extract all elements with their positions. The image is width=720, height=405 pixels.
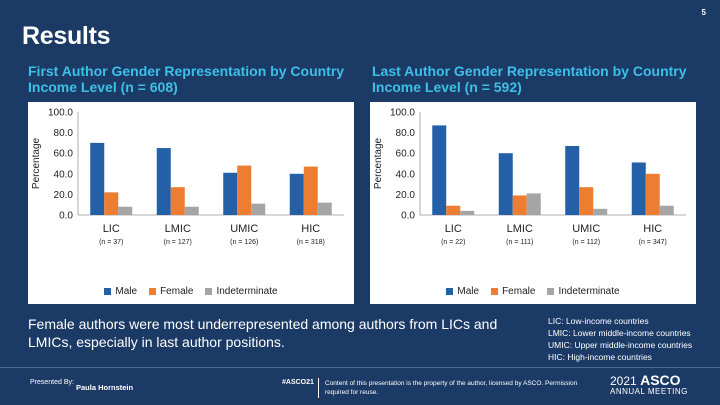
x-tick-label: UMIC — [230, 223, 258, 235]
legend-label-male: Male — [457, 286, 480, 297]
legend-item-female: Female — [149, 286, 193, 297]
bar-hic-indeterminate — [659, 205, 674, 215]
y-axis-label: Percentage — [31, 137, 42, 189]
slide-title: Results — [22, 22, 111, 50]
x-tick-sublabel: (n = 318) — [297, 239, 325, 246]
x-tick-label: LIC — [103, 223, 120, 235]
bar-lmic-female — [512, 195, 527, 215]
first-author-chart-plot: 0.0 20.0 40.0 60.0 80.0 100.0 Percentage LIC (n … — [31, 108, 344, 246]
last-author-chart: 0.0 20.0 40.0 60.0 80.0 100.0 Percentage LIC (n … — [370, 102, 696, 304]
footer-separator — [318, 378, 319, 398]
x-tick-sublabel: (n = 127) — [164, 239, 192, 246]
footer-divider — [0, 367, 720, 368]
last-author-chart-plot: 0.0 20.0 40.0 60.0 80.0 100.0 Percentage LIC (n … — [373, 108, 686, 246]
first-author-chart: 0.0 20.0 40.0 60.0 80.0 100.0 Percentage LIC (n … — [28, 102, 354, 304]
key-item-umic: UMIC: Upper middle-income countries — [548, 340, 693, 350]
last-author-legend: Male Female Indeterminate — [370, 286, 696, 297]
bar-lmic-female — [170, 187, 185, 215]
bar-lic-male — [90, 142, 105, 215]
bar-lic-indeterminate — [460, 210, 475, 215]
x-tick-label: HIC — [643, 223, 662, 235]
bar-umic-female — [237, 165, 252, 215]
abbreviation-key: LIC: Low-income countries LMIC: Lower mi… — [548, 315, 692, 363]
bar-lmic-indeterminate — [526, 193, 541, 215]
x-tick-sublabel: (n = 37) — [99, 239, 123, 246]
last-author-chart-title: Last Author Gender Representation by Cou… — [372, 63, 687, 95]
x-tick-sublabel: (n = 112) — [572, 239, 600, 246]
male-swatch — [104, 288, 112, 295]
y-tick-label: 80.0 — [396, 128, 416, 139]
y-tick-label: 100.0 — [390, 108, 415, 119]
legend-label-indeterminate: Indeterminate — [558, 286, 620, 297]
y-tick-label: 60.0 — [396, 149, 416, 160]
bar-hic-male — [289, 173, 304, 215]
key-item-lic: LIC: Low-income countries — [548, 316, 649, 326]
indeterminate-swatch — [205, 288, 213, 295]
legend-item-indeterminate: Indeterminate — [547, 286, 620, 297]
y-tick-label: 0.0 — [59, 211, 73, 222]
bar-lmic-indeterminate — [184, 206, 199, 215]
asco-logo: 2021 ASCO ANNUAL MEETING — [610, 372, 688, 396]
legend-item-female: Female — [491, 286, 535, 297]
y-tick-label: 80.0 — [54, 128, 74, 139]
first-author-legend: Male Female Indeterminate — [28, 286, 354, 297]
bar-hic-indeterminate — [317, 202, 332, 215]
x-tick-label: HIC — [301, 223, 320, 235]
x-tick-label: LIC — [445, 223, 462, 235]
logo-year: 2021 — [610, 374, 637, 388]
x-tick-sublabel: (n = 126) — [230, 239, 258, 246]
disclaimer: Content of this presentation is the prop… — [325, 380, 578, 396]
legend-item-indeterminate: Indeterminate — [205, 286, 278, 297]
bar-lic-indeterminate — [118, 206, 133, 215]
bar-lmic-male — [156, 148, 171, 215]
presenter-name: Paula Hornstein — [76, 383, 134, 392]
legend-label-female: Female — [502, 286, 536, 297]
key-item-lmic: LMIC: Lower middle-income countries — [548, 328, 691, 338]
bar-lic-male — [432, 125, 447, 215]
bar-hic-female — [645, 173, 660, 215]
y-tick-label: 40.0 — [396, 169, 416, 180]
y-tick-label: 20.0 — [54, 190, 74, 201]
bar-umic-indeterminate — [251, 203, 266, 215]
bar-lmic-male — [498, 153, 513, 215]
x-tick-sublabel: (n = 111) — [506, 239, 533, 246]
y-tick-label: 40.0 — [54, 169, 74, 180]
bar-hic-male — [631, 162, 646, 215]
indeterminate-swatch — [547, 288, 555, 295]
bar-umic-female — [579, 187, 594, 215]
bar-umic-indeterminate — [593, 208, 608, 215]
x-tick-sublabel: (n = 22) — [441, 239, 465, 246]
x-tick-sublabel: (n = 347) — [639, 239, 667, 246]
legend-label-male: Male — [115, 286, 138, 297]
first-author-chart-title: First Author Gender Representation by Co… — [28, 63, 345, 95]
slide-number: 5 — [701, 8, 706, 17]
x-tick-label: UMIC — [572, 223, 600, 235]
male-swatch — [446, 288, 454, 295]
x-tick-label: LMIC — [165, 223, 191, 235]
y-tick-label: 0.0 — [401, 211, 415, 222]
y-tick-label: 60.0 — [54, 149, 74, 160]
legend-item-male: Male — [104, 286, 137, 297]
x-tick-label: LMIC — [507, 223, 533, 235]
logo-subtitle: ANNUAL MEETING — [610, 387, 688, 396]
bar-lic-female — [446, 205, 461, 215]
legend-item-male: Male — [446, 286, 479, 297]
bar-lic-female — [104, 192, 119, 215]
legend-label-indeterminate: Indeterminate — [216, 286, 278, 297]
hashtag: #ASCO21 — [282, 379, 314, 386]
legend-label-female: Female — [160, 286, 194, 297]
key-item-hic: HIC: High-income countries — [548, 352, 652, 362]
bar-umic-male — [223, 172, 238, 215]
logo-name: ASCO — [640, 372, 681, 388]
bar-hic-female — [303, 166, 318, 215]
bar-umic-male — [565, 145, 580, 215]
y-tick-label: 20.0 — [396, 190, 416, 201]
y-axis-label: Percentage — [373, 137, 384, 189]
female-swatch — [491, 288, 499, 295]
y-tick-label: 100.0 — [48, 108, 73, 119]
presented-by-label: Presented By: — [30, 379, 74, 386]
key-finding: Female authors were most underrepresente… — [28, 316, 498, 350]
female-swatch — [149, 288, 157, 295]
